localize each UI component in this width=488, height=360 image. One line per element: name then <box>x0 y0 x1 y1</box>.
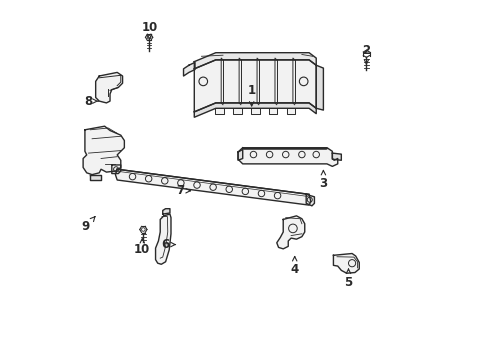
Polygon shape <box>305 194 314 206</box>
Polygon shape <box>112 165 121 174</box>
Polygon shape <box>96 72 122 103</box>
Polygon shape <box>233 108 241 114</box>
Polygon shape <box>163 209 169 214</box>
Polygon shape <box>332 153 341 160</box>
Polygon shape <box>83 126 124 175</box>
Polygon shape <box>194 60 316 112</box>
Polygon shape <box>250 108 259 114</box>
Text: 9: 9 <box>81 217 95 233</box>
Text: 6: 6 <box>161 238 175 251</box>
Polygon shape <box>194 103 316 117</box>
Polygon shape <box>155 214 171 264</box>
Polygon shape <box>238 149 242 160</box>
Polygon shape <box>215 108 223 114</box>
Text: 2: 2 <box>362 44 370 64</box>
Polygon shape <box>183 62 195 76</box>
Polygon shape <box>316 65 323 110</box>
Text: 5: 5 <box>344 269 352 289</box>
Polygon shape <box>90 175 101 180</box>
Polygon shape <box>194 53 316 69</box>
Text: 4: 4 <box>290 257 298 276</box>
Text: 10: 10 <box>134 239 150 256</box>
Polygon shape <box>238 148 337 166</box>
Polygon shape <box>268 108 277 114</box>
Polygon shape <box>333 253 359 273</box>
Text: 3: 3 <box>319 171 327 190</box>
Polygon shape <box>276 216 304 249</box>
Text: 1: 1 <box>247 84 255 106</box>
Text: 7: 7 <box>176 184 190 197</box>
Text: 8: 8 <box>84 95 98 108</box>
Polygon shape <box>286 108 295 114</box>
Polygon shape <box>115 169 310 205</box>
Text: 10: 10 <box>141 21 157 40</box>
